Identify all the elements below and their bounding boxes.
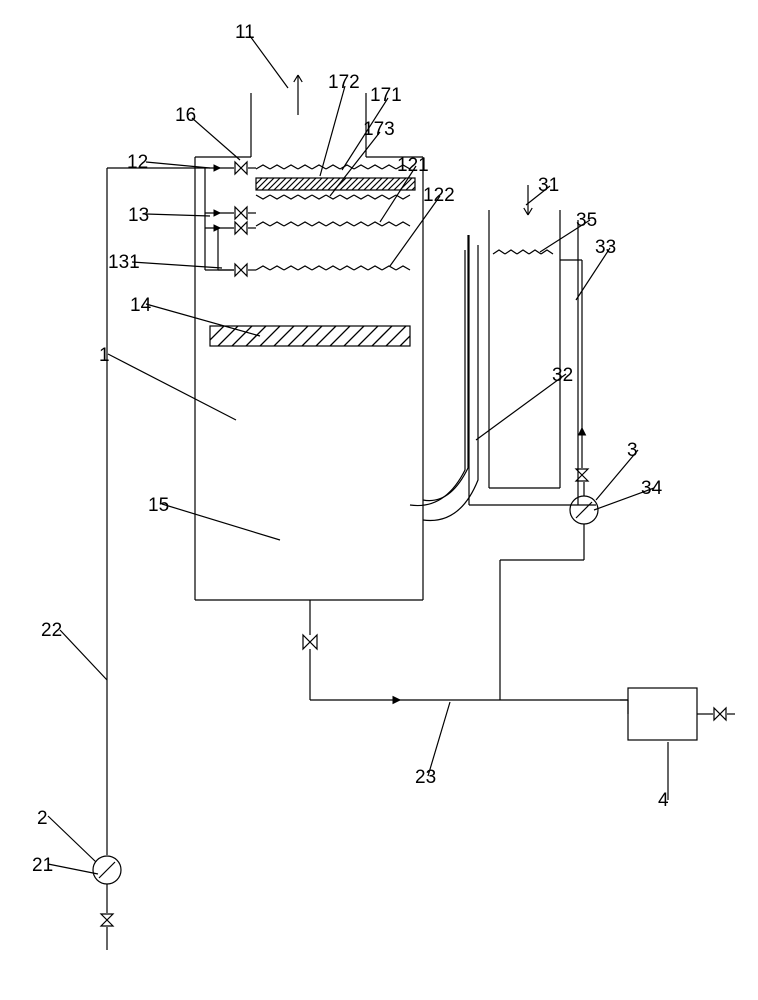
label-l15: 15 [148, 495, 169, 517]
label-l35: 35 [576, 210, 597, 232]
label-l171: 171 [370, 85, 402, 107]
label-l31: 31 [538, 175, 559, 197]
label-l13: 13 [128, 205, 149, 227]
label-l4: 4 [658, 790, 669, 812]
label-l21: 21 [32, 855, 53, 877]
label-l23: 23 [415, 767, 436, 789]
label-l172: 172 [328, 72, 360, 94]
label-l14: 14 [130, 295, 151, 317]
label-l131: 131 [108, 252, 140, 274]
label-l173: 173 [363, 119, 395, 141]
schematic-diagram [0, 0, 758, 1000]
label-l22: 22 [41, 620, 62, 642]
label-l32: 32 [552, 365, 573, 387]
label-l11: 11 [235, 22, 255, 44]
label-l121: 121 [397, 155, 429, 177]
label-l122: 122 [423, 185, 455, 207]
label-l34: 34 [641, 478, 662, 500]
label-l1: 1 [99, 345, 110, 367]
label-l12: 12 [127, 152, 148, 174]
label-l16: 16 [175, 105, 196, 127]
label-l2: 2 [37, 808, 48, 830]
label-l33: 33 [595, 237, 616, 259]
label-l3: 3 [627, 440, 638, 462]
